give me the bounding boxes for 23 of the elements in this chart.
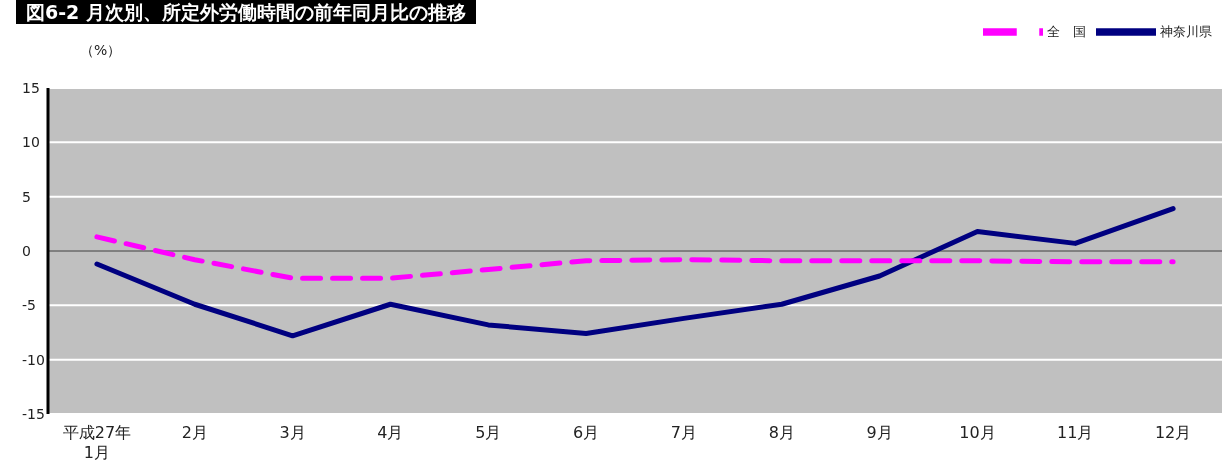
y-tick-label: 10 xyxy=(22,134,40,151)
x-tick-label: 10月 xyxy=(959,423,996,442)
x-tick-label: 9月 xyxy=(866,423,893,442)
y-tick-label: -5 xyxy=(22,297,36,314)
x-tick-label: 7月 xyxy=(670,423,698,442)
x-tick-label: 5月 xyxy=(475,423,502,442)
x-tick-label: 11月 xyxy=(1057,423,1094,442)
x-tick-label: 6月 xyxy=(572,423,600,442)
y-tick-label: 15 xyxy=(22,79,40,96)
x-tick-label: 4月 xyxy=(377,423,404,442)
legend-label: 神奈川県 xyxy=(1160,23,1212,39)
x-tick-label: 12月 xyxy=(1154,423,1192,442)
y-axis-title: （%） xyxy=(80,42,122,60)
x-tick-label: 平成27年 1月 xyxy=(62,423,132,462)
chart-title: 図6-2 月次別、所定外労働時間の前年同月比の推移 xyxy=(16,0,476,24)
x-tick-label: 8月 xyxy=(768,423,795,442)
y-tick-label: 5 xyxy=(22,188,31,205)
x-tick-label: 3月 xyxy=(279,423,306,442)
x-tick-label: 2月 xyxy=(181,423,208,442)
y-tick-label: -15 xyxy=(22,405,45,422)
y-tick-label: 0 xyxy=(22,242,31,259)
legend-label: 全 国 xyxy=(1047,23,1086,39)
y-tick-label: -10 xyxy=(22,351,45,368)
